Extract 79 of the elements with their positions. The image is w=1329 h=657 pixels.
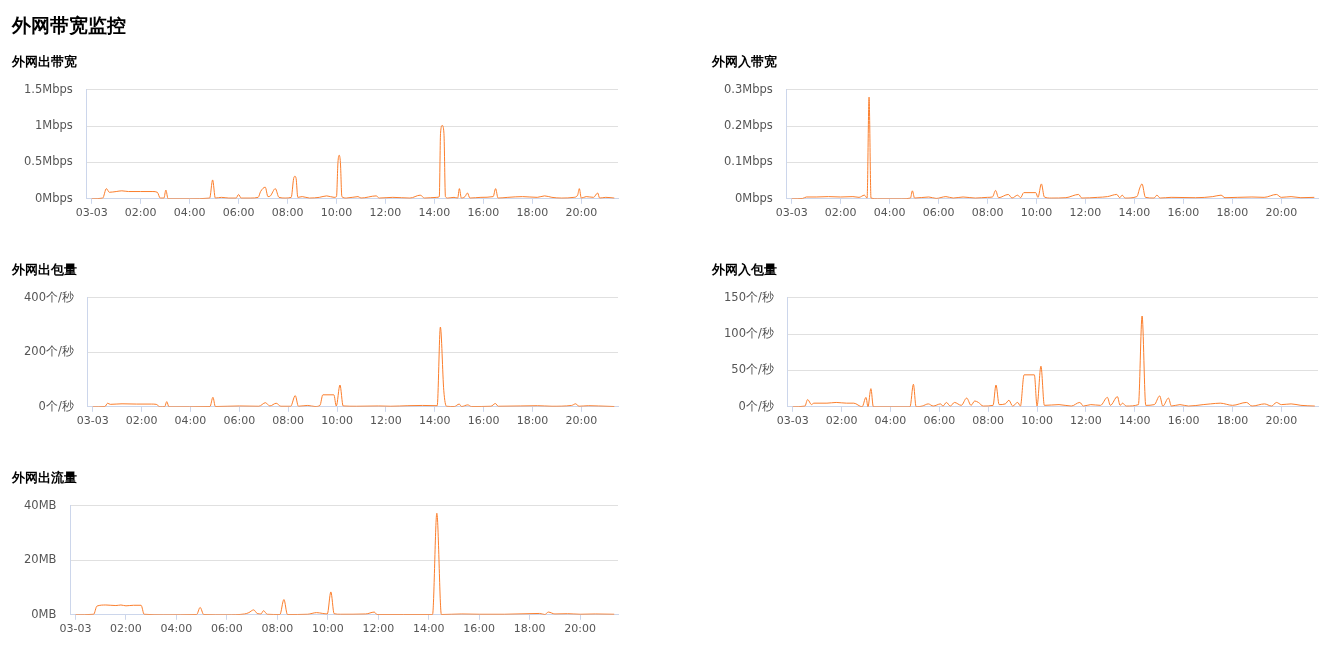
- x-tick-label: 14:00: [1118, 414, 1151, 428]
- x-tick-label: 18:00: [513, 622, 546, 636]
- x-tick-label: 10:00: [311, 622, 344, 636]
- chart-title: 外网入带宽: [712, 54, 777, 69]
- x-tick-label: 16:00: [467, 414, 500, 428]
- x-tick-label: 04:00: [874, 414, 907, 428]
- x-tick-label: 02:00: [124, 206, 157, 220]
- x-tick-label: 08:00: [971, 206, 1004, 220]
- y-tick-label: 0Mbps: [34, 190, 73, 205]
- x-tick-label: 16:00: [1167, 206, 1200, 220]
- x-tick-label: 14:00: [1118, 206, 1151, 220]
- x-tick-label: 12:00: [370, 414, 402, 428]
- x-tick-label: 18:00: [516, 414, 549, 428]
- x-tick-label: 02:00: [110, 622, 142, 636]
- chart-title: 外网出带宽: [12, 54, 77, 69]
- y-tick-label: 40MB: [23, 497, 57, 512]
- y-tick-label: 100个/秒: [724, 326, 774, 341]
- y-tick-label: 1.5Mbps: [23, 81, 73, 96]
- x-tick-label: 12:00: [1069, 206, 1102, 220]
- x-tick-label: 12:00: [362, 622, 395, 636]
- x-tick-label: 04:00: [173, 206, 206, 220]
- x-tick-label: 12:00: [1070, 414, 1102, 428]
- x-tick-label: 03-03: [775, 206, 808, 220]
- y-tick-label: 0.5Mbps: [23, 154, 73, 169]
- x-tick-label: 10:00: [320, 206, 353, 220]
- x-tick-label: 14:00: [418, 414, 451, 428]
- y-tick-label: 0.3Mbps: [723, 81, 773, 96]
- x-tick-label: 02:00: [824, 206, 857, 220]
- x-tick-label: 03-03: [776, 414, 809, 428]
- x-tick-label: 20:00: [565, 414, 598, 428]
- x-tick-label: 03-03: [59, 622, 92, 636]
- y-tick-label: 150个/秒: [724, 289, 774, 304]
- x-tick-label: 08:00: [271, 206, 304, 220]
- x-tick-label: 16:00: [467, 206, 500, 220]
- y-tick-label: 1Mbps: [34, 118, 73, 133]
- x-tick-label: 08:00: [272, 414, 305, 428]
- x-tick-label: 14:00: [412, 622, 445, 636]
- y-tick-label: 50个/秒: [731, 362, 774, 377]
- x-tick-label: 18:00: [1216, 414, 1249, 428]
- x-tick-label: 08:00: [972, 414, 1005, 428]
- x-tick-label: 06:00: [922, 206, 955, 220]
- y-tick-label: 0MB: [31, 606, 57, 621]
- x-tick-label: 06:00: [923, 414, 956, 428]
- x-tick-label: 20:00: [1265, 414, 1298, 428]
- y-tick-label: 200个/秒: [24, 344, 74, 359]
- x-tick-label: 06:00: [211, 622, 243, 636]
- x-tick-label: 04:00: [873, 206, 906, 220]
- x-tick-label: 16:00: [1167, 414, 1200, 428]
- x-tick-label: 06:00: [223, 414, 256, 428]
- x-tick-label: 03-03: [75, 206, 108, 220]
- chart-title: 外网入包量: [712, 262, 777, 277]
- x-tick-label: 04:00: [174, 414, 207, 428]
- x-tick-label: 04:00: [160, 622, 193, 636]
- y-tick-label: 0.1Mbps: [723, 154, 773, 169]
- x-tick-label: 14:00: [418, 206, 451, 220]
- y-tick-label: 0.2Mbps: [723, 118, 773, 133]
- x-tick-label: 16:00: [463, 622, 496, 636]
- chart-title: 外网出流量: [12, 470, 77, 485]
- text: 外网带宽监控: [12, 15, 126, 36]
- x-tick-label: 20:00: [564, 622, 596, 636]
- x-tick-label: 03-03: [76, 414, 109, 428]
- x-tick-label: 02:00: [125, 414, 158, 428]
- x-tick-label: 12:00: [369, 206, 402, 220]
- x-tick-label: 18:00: [516, 206, 549, 220]
- y-tick-label: 400个/秒: [24, 289, 74, 304]
- x-tick-label: 10:00: [1020, 206, 1053, 220]
- x-tick-label: 20:00: [565, 206, 598, 220]
- x-tick-label: 20:00: [1265, 206, 1298, 220]
- x-tick-label: 02:00: [825, 414, 858, 428]
- chart-title: 外网出包量: [12, 262, 77, 277]
- y-tick-label: 20MB: [23, 552, 57, 567]
- x-tick-label: 18:00: [1216, 206, 1249, 220]
- x-tick-label: 10:00: [1021, 414, 1053, 428]
- y-tick-label: 0Mbps: [734, 190, 773, 205]
- x-tick-label: 08:00: [261, 622, 294, 636]
- y-tick-label: 0个/秒: [38, 398, 74, 413]
- y-tick-label: 0个/秒: [738, 398, 774, 413]
- x-tick-label: 06:00: [222, 206, 255, 220]
- x-tick-label: 10:00: [321, 414, 353, 428]
